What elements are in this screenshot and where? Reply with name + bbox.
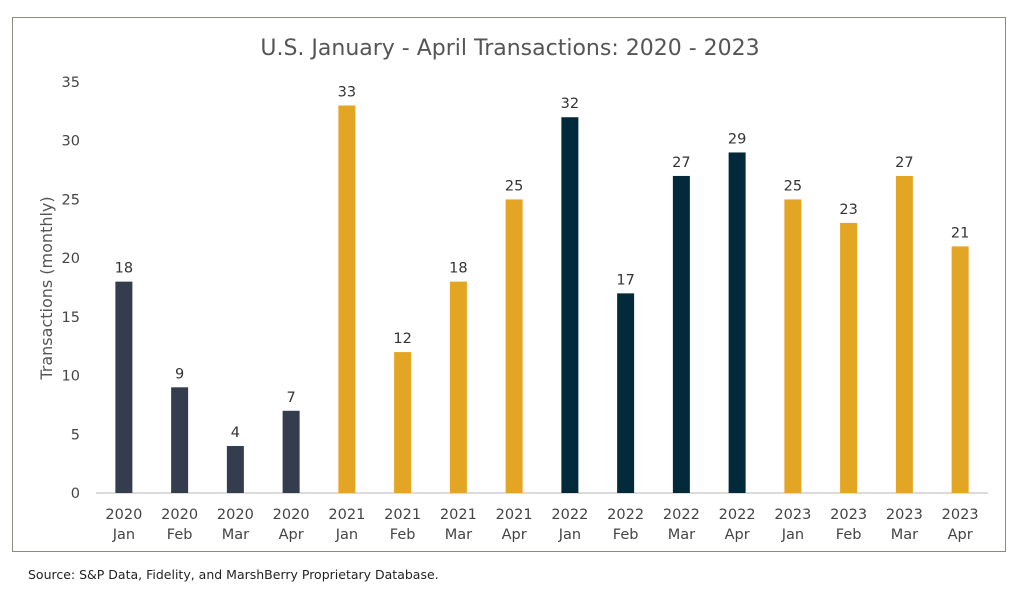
- x-tick-year: 2022: [663, 507, 700, 523]
- bar: [728, 152, 746, 493]
- bar: [505, 199, 523, 493]
- x-tick-month: Mar: [222, 527, 249, 543]
- y-axis-ticks: 0 5 10 15 20 25 30 35: [62, 75, 80, 502]
- data-label: 27: [672, 155, 690, 171]
- x-axis-ticks: 2020 Jan 2020 Feb 2020 Mar 2020 Apr 2021 Jan 2021 F…: [105, 507, 978, 543]
- x-tick-month: Mar: [668, 527, 695, 543]
- y-tick-label: 5: [71, 427, 80, 443]
- data-label: 4: [231, 425, 240, 441]
- bar: [672, 175, 690, 493]
- x-tick-month: Jan: [112, 527, 135, 543]
- x-tick-month: Feb: [836, 527, 862, 543]
- x-tick-month: Mar: [891, 527, 918, 543]
- x-tick-month: Jan: [335, 527, 358, 543]
- x-tick-year: 2020: [105, 507, 142, 523]
- y-tick-label: 20: [62, 251, 80, 267]
- data-label: 21: [951, 225, 969, 241]
- bar: [282, 410, 300, 493]
- x-tick-year: 2021: [440, 507, 477, 523]
- chart-frame: [12, 17, 1006, 552]
- data-label: 18: [449, 261, 467, 277]
- x-tick-year: 2023: [942, 507, 979, 523]
- x-tick-month: Apr: [948, 527, 973, 543]
- x-tick-month: Feb: [390, 527, 416, 543]
- data-label: 23: [839, 202, 857, 218]
- x-tick-year: 2020: [161, 507, 198, 523]
- y-tick-label: 0: [71, 486, 80, 502]
- bar: [449, 281, 467, 493]
- x-tick-year: 2020: [217, 507, 254, 523]
- y-tick-label: 30: [62, 134, 80, 150]
- x-tick-year: 2023: [886, 507, 923, 523]
- data-label: 25: [505, 178, 523, 194]
- bar: [561, 117, 579, 493]
- source-note: Source: S&P Data, Fidelity, and MarshBer…: [28, 567, 439, 582]
- bar: [951, 246, 969, 493]
- x-tick-month: Mar: [445, 527, 472, 543]
- bar: [338, 105, 356, 493]
- x-tick-month: Apr: [725, 527, 750, 543]
- x-tick-year: 2021: [496, 507, 533, 523]
- y-tick-label: 35: [62, 75, 80, 91]
- x-tick-month: Apr: [279, 527, 304, 543]
- value-labels-group: 18 9 4 7 33 12 18 25 32 17 27 29 25 23 27 21: [115, 84, 970, 441]
- bars-group: [115, 105, 969, 493]
- x-tick-month: Feb: [613, 527, 639, 543]
- x-tick-year: 2021: [384, 507, 421, 523]
- bar: [171, 387, 189, 493]
- x-tick-month: Jan: [558, 527, 581, 543]
- data-label: 33: [338, 84, 356, 100]
- x-tick-month: Jan: [781, 527, 804, 543]
- y-tick-label: 25: [62, 192, 80, 208]
- data-label: 25: [784, 178, 802, 194]
- data-label: 29: [728, 131, 746, 147]
- x-tick-year: 2022: [719, 507, 756, 523]
- bar: [226, 446, 244, 493]
- data-label: 12: [393, 331, 411, 347]
- bar: [115, 281, 133, 493]
- bar: [617, 293, 635, 493]
- data-label: 17: [616, 272, 634, 288]
- bar: [784, 199, 802, 493]
- y-axis-label: Transactions (monthly): [37, 196, 56, 380]
- bar: [895, 175, 913, 493]
- x-tick-year: 2023: [774, 507, 811, 523]
- data-label: 18: [115, 261, 133, 277]
- x-tick-month: Apr: [502, 527, 527, 543]
- x-tick-year: 2022: [607, 507, 644, 523]
- x-tick-year: 2020: [273, 507, 310, 523]
- data-label: 9: [175, 366, 184, 382]
- data-label: 7: [287, 390, 296, 406]
- y-tick-label: 15: [62, 310, 80, 326]
- x-tick-month: Feb: [167, 527, 193, 543]
- x-tick-year: 2021: [328, 507, 365, 523]
- chart-title: U.S. January - April Transactions: 2020 …: [260, 36, 759, 61]
- bar: [840, 222, 858, 493]
- x-tick-year: 2023: [830, 507, 867, 523]
- y-tick-label: 10: [62, 369, 80, 385]
- x-tick-year: 2022: [551, 507, 588, 523]
- data-label: 32: [561, 96, 579, 112]
- bar: [394, 352, 412, 493]
- data-label: 27: [895, 155, 913, 171]
